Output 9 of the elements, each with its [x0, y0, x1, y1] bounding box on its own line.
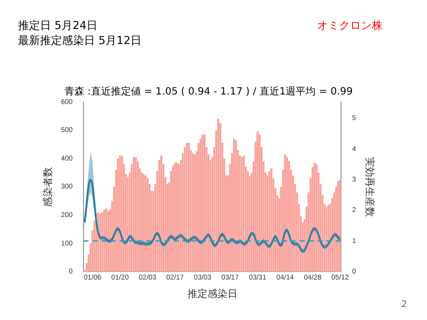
- text: 推定日 5月24日: [18, 18, 98, 33]
- y2-axis-title: 実効再生産数: [363, 156, 376, 217]
- text: オミクロン株: [317, 18, 383, 33]
- chart-title: 青森 :直近推定値 = 1.05 ( 0.94 - 1.17 ) / 直近1週平均 = 0.99: [64, 86, 353, 98]
- text: 最新推定感染日 5月12日: [18, 33, 142, 48]
- y-axis-title: 感染者数: [42, 166, 54, 207]
- x-axis-title: 推定感染日: [187, 288, 238, 300]
- line-series: [84, 178, 342, 252]
- text: 2: [401, 300, 407, 310]
